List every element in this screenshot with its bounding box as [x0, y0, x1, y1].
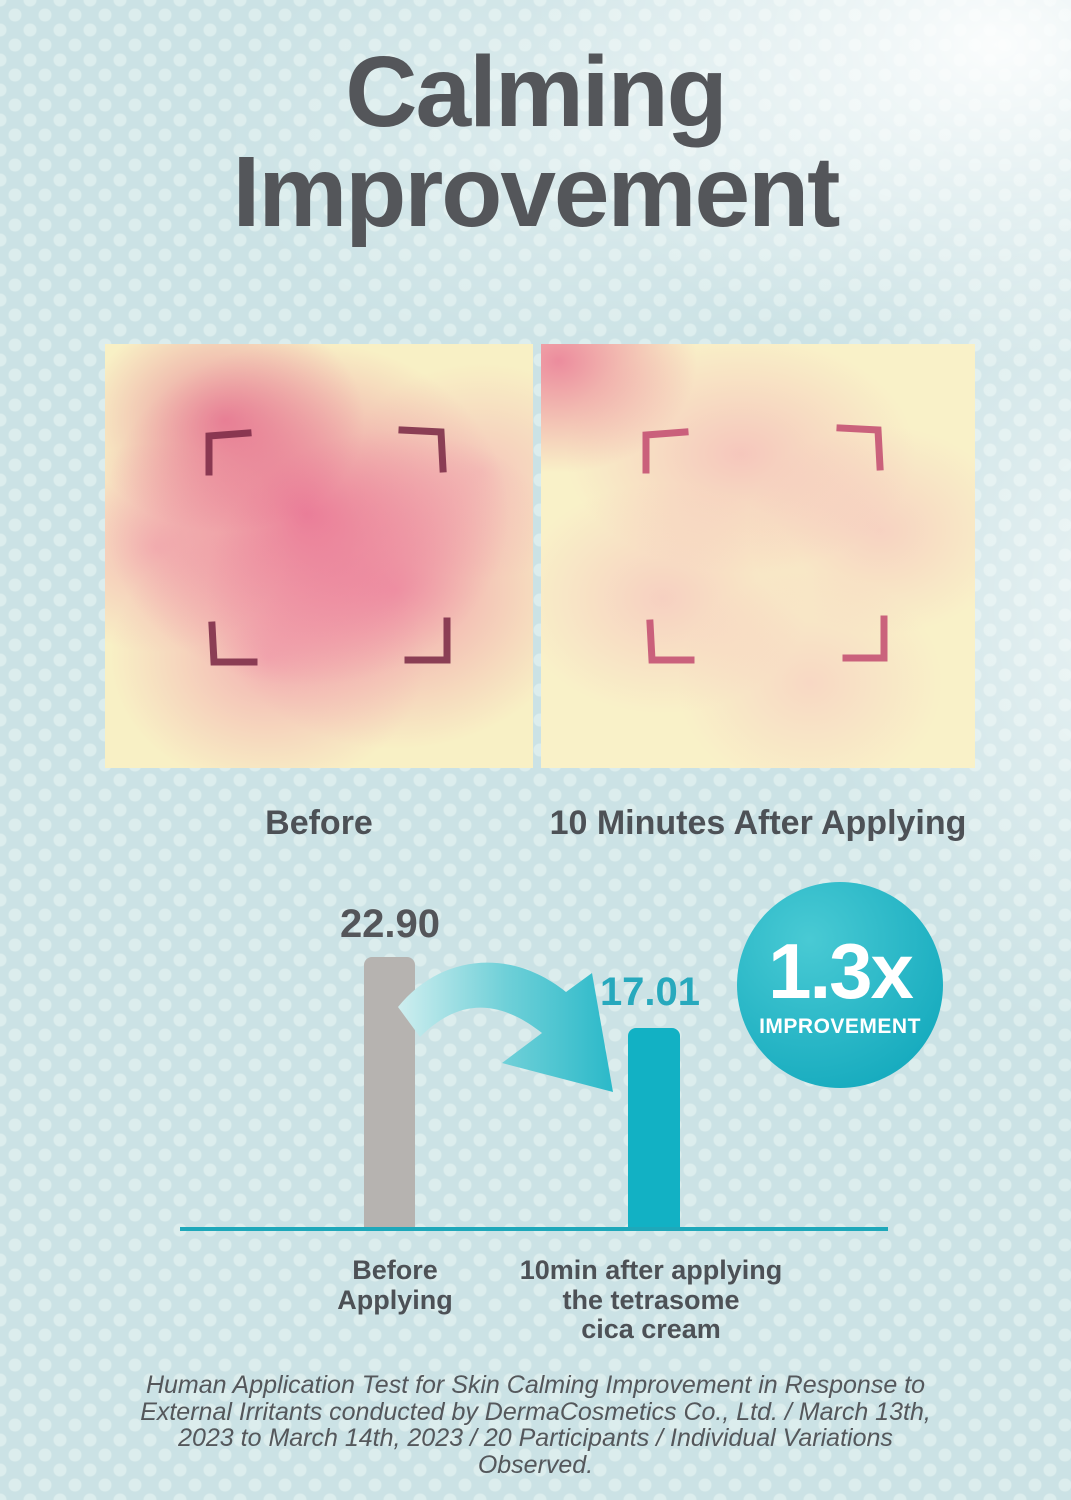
bar-after-applying: [628, 1028, 680, 1231]
xaxis-label-before: Before Applying: [285, 1255, 505, 1315]
xaxis-label-after-line3: cica cream: [581, 1314, 721, 1345]
before-photo-label: Before: [265, 804, 373, 842]
comparison-photos: [105, 344, 975, 768]
bar-value-before: 22.90: [339, 902, 441, 946]
xaxis-label-before-line2: Applying: [337, 1284, 453, 1315]
bar-value-after: 17.01: [599, 970, 701, 1014]
xaxis-label-after-line1: 10min after applying: [519, 1255, 783, 1285]
after-skin-photo: [541, 344, 975, 768]
xaxis-label-after: 10min after applying the tetrasome cica …: [496, 1255, 806, 1345]
curved-arrow-icon: [398, 962, 613, 1092]
before-skin-photo: [105, 344, 533, 768]
page-title-line1: Calming: [345, 36, 727, 148]
viewfinder-brackets-icon: [642, 424, 888, 664]
study-disclaimer: Human Application Test for Skin Calming …: [140, 1371, 931, 1479]
page-title: Calming Improvement: [0, 42, 1071, 242]
improvement-badge-value: 1.3x: [768, 926, 914, 1015]
viewfinder-brackets-icon: [205, 426, 451, 666]
page-title-line2: Improvement: [232, 136, 841, 248]
after-photo-label: 10 Minutes After Applying: [549, 804, 967, 842]
improvement-badge: 1.3x IMPROVEMENT: [737, 882, 943, 1088]
xaxis-label-after-line2: the tetrasome: [562, 1284, 740, 1315]
improvement-badge-label: IMPROVEMENT: [759, 1014, 921, 1038]
xaxis-label-before-line1: Before: [352, 1255, 438, 1285]
x-axis-line: [180, 1227, 888, 1231]
